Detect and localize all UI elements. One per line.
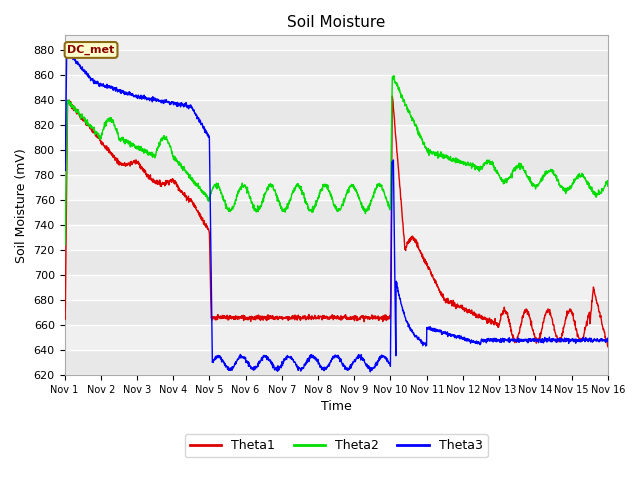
Bar xyxy=(65,100,608,125)
Bar xyxy=(65,175,608,200)
Bar xyxy=(65,225,608,250)
Bar xyxy=(65,50,608,75)
Text: DC_met: DC_met xyxy=(67,45,115,55)
Theta1 xyxy=(588,299,596,305)
Bar xyxy=(65,36,608,50)
Theta3 xyxy=(325,363,333,369)
Theta3 xyxy=(367,369,374,375)
Theta2 xyxy=(61,241,68,247)
Theta3 xyxy=(61,166,68,171)
Theta2 xyxy=(61,242,69,248)
Bar xyxy=(65,325,608,350)
Theta3 xyxy=(89,76,97,82)
Theta1 xyxy=(61,314,68,320)
Bar xyxy=(65,350,608,375)
Bar xyxy=(65,250,608,275)
Theta1 xyxy=(589,296,596,302)
Line: Theta2: Theta2 xyxy=(65,76,608,245)
Theta2 xyxy=(390,73,398,79)
Bar xyxy=(65,150,608,175)
Theta1 xyxy=(88,127,96,133)
Bar xyxy=(65,200,608,225)
Theta2 xyxy=(604,183,612,189)
Theta1 xyxy=(325,315,333,321)
Bar xyxy=(65,125,608,150)
Line: Theta3: Theta3 xyxy=(65,49,608,372)
Theta1 xyxy=(604,344,612,349)
Title: Soil Moisture: Soil Moisture xyxy=(287,15,385,30)
Line: Theta1: Theta1 xyxy=(65,96,608,347)
Theta3 xyxy=(589,339,596,345)
Theta2 xyxy=(489,159,497,165)
Theta2 xyxy=(89,125,97,131)
Theta1 xyxy=(388,93,396,99)
Theta3 xyxy=(489,337,497,343)
Theta2 xyxy=(325,188,333,193)
X-axis label: Time: Time xyxy=(321,400,351,413)
Theta2 xyxy=(589,188,596,194)
Bar xyxy=(65,75,608,100)
Bar xyxy=(65,275,608,300)
Theta2 xyxy=(311,203,319,208)
Theta2 xyxy=(589,187,596,193)
Theta1 xyxy=(489,320,497,326)
Y-axis label: Soil Moisture (mV): Soil Moisture (mV) xyxy=(15,148,28,263)
Theta1 xyxy=(310,315,318,321)
Theta3 xyxy=(63,46,71,52)
Legend: Theta1, Theta2, Theta3: Theta1, Theta2, Theta3 xyxy=(185,434,488,457)
Theta3 xyxy=(589,338,596,344)
Theta3 xyxy=(604,336,612,341)
Bar xyxy=(65,300,608,325)
Theta3 xyxy=(311,354,319,360)
